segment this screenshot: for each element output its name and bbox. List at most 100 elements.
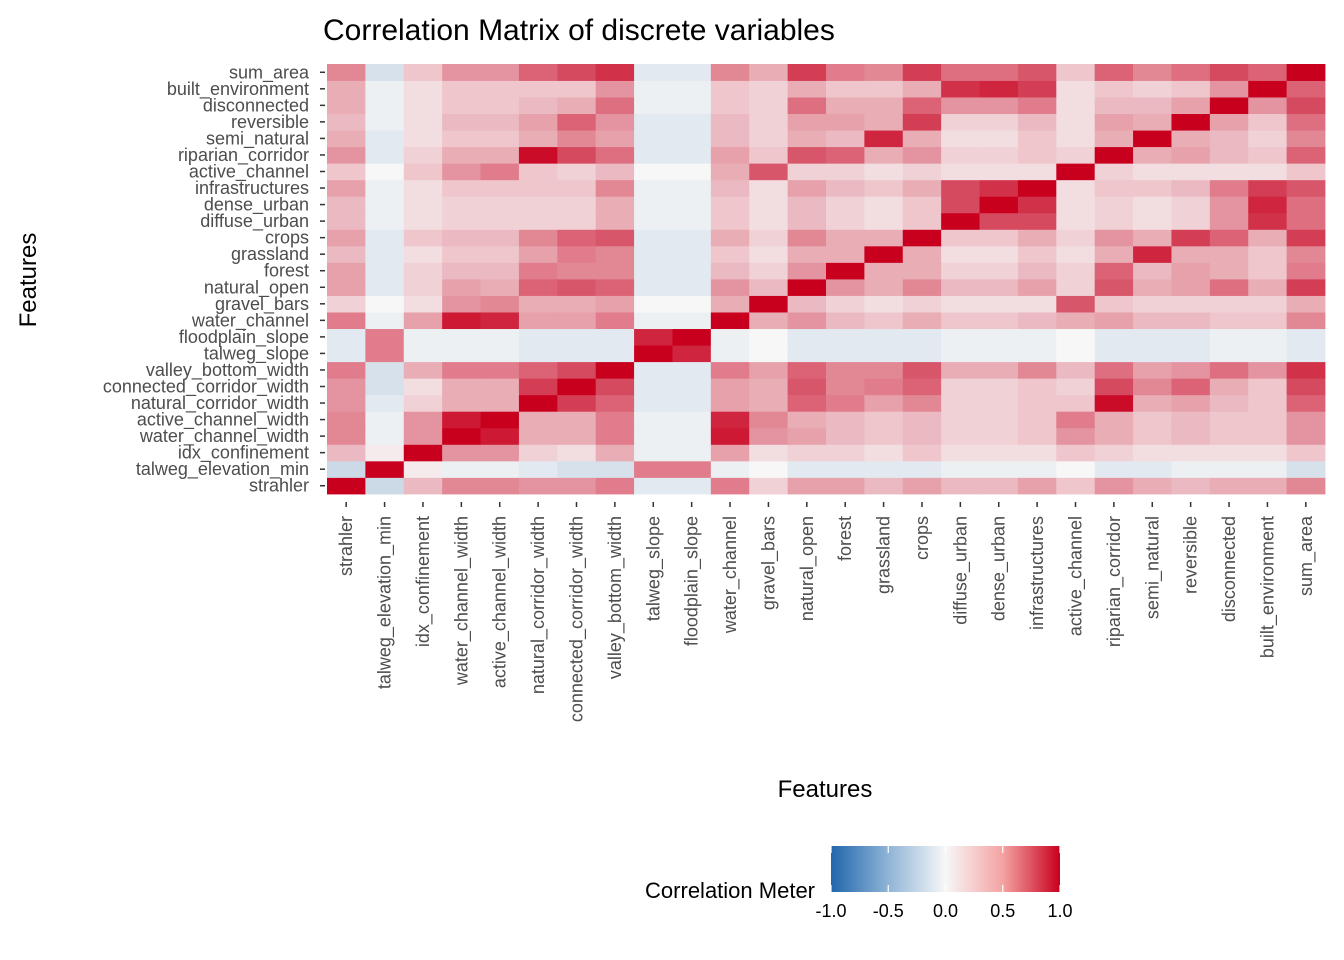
heatmap-cell (749, 64, 789, 81)
heatmap-cell (749, 130, 789, 148)
heatmap-cell (327, 328, 366, 346)
heatmap-cell (1094, 97, 1134, 115)
heatmap-cell (1133, 427, 1172, 445)
heatmap-cell (403, 163, 443, 181)
heatmap-cell (557, 196, 597, 214)
heatmap-cell (710, 460, 750, 478)
x-tick-label: forest (835, 516, 855, 561)
y-tick-label: forest (264, 261, 309, 281)
heatmap-cell (1209, 345, 1249, 363)
heatmap-cell (1133, 179, 1172, 197)
heatmap-cell (595, 262, 635, 280)
heatmap-cell (634, 80, 673, 98)
heatmap-cell (826, 411, 865, 429)
heatmap-cell (1056, 262, 1096, 280)
heatmap-cell (1017, 312, 1057, 330)
y-tick-label: active_channel (189, 162, 309, 183)
heatmap-cell (1248, 146, 1288, 164)
heatmap-cell (365, 328, 405, 346)
heatmap-cell (1094, 312, 1134, 330)
heatmap-cell (1286, 328, 1326, 346)
heatmap-cell (902, 80, 942, 98)
heatmap-cell (710, 229, 750, 247)
heatmap-cell (1171, 212, 1211, 230)
heatmap-cell (979, 361, 1019, 379)
heatmap-cell (1017, 113, 1057, 131)
heatmap-cell (826, 295, 865, 313)
heatmap-cell (403, 477, 443, 495)
heatmap-cell (787, 361, 827, 379)
heatmap-cell (672, 295, 712, 313)
heatmap-cell (672, 229, 712, 247)
heatmap-cell (1056, 229, 1096, 247)
heatmap-cell (595, 196, 635, 214)
heatmap-cell (327, 345, 366, 363)
heatmap-cell (1248, 179, 1288, 197)
heatmap-cell (518, 229, 558, 247)
heatmap-cell (1056, 411, 1096, 429)
heatmap-cell (403, 394, 443, 412)
heatmap-cell (1248, 460, 1288, 478)
heatmap-cell (979, 411, 1019, 429)
heatmap-cell (518, 312, 558, 330)
heatmap-cell (1133, 262, 1172, 280)
heatmap-cell (1017, 411, 1057, 429)
heatmap-cell (557, 179, 597, 197)
heatmap-cell (557, 460, 597, 478)
heatmap-cell (710, 477, 750, 495)
heatmap-cell (1248, 64, 1288, 81)
x-tick-label: water_channel (720, 516, 741, 634)
heatmap-cell (403, 295, 443, 313)
heatmap-cell (941, 345, 980, 363)
y-tick-label: reversible (231, 112, 309, 132)
heatmap-cell (941, 295, 980, 313)
heatmap-cell (365, 130, 405, 148)
heatmap-cell (749, 179, 789, 197)
heatmap-cell (518, 345, 558, 363)
heatmap-cell (826, 345, 865, 363)
heatmap-cell (1133, 378, 1172, 396)
heatmap-cell (1133, 97, 1172, 115)
heatmap-cell (749, 229, 789, 247)
heatmap-cell (1094, 179, 1134, 197)
heatmap-cell (1017, 229, 1057, 247)
heatmap-cell (1056, 97, 1096, 115)
heatmap-cell (595, 146, 635, 164)
heatmap-cell (518, 477, 558, 495)
heatmap-cell (1209, 411, 1249, 429)
y-tick-label: floodplain_slope (179, 327, 309, 348)
heatmap-cell (1209, 361, 1249, 379)
heatmap-cell (672, 345, 712, 363)
heatmap-cell (403, 378, 443, 396)
heatmap-cell (1133, 460, 1172, 478)
heatmap-cell (1286, 97, 1326, 115)
heatmap-cell (557, 229, 597, 247)
heatmap-cell (327, 196, 366, 214)
heatmap-cell (365, 97, 405, 115)
y-tick-label: diffuse_urban (200, 211, 309, 232)
heatmap-cell (595, 444, 635, 462)
heatmap-cell (749, 196, 789, 214)
heatmap-cell (518, 444, 558, 462)
heatmap-cell (403, 460, 443, 478)
x-tick-label: talweg_elevation_min (375, 516, 396, 689)
heatmap-cell (1248, 80, 1288, 98)
heatmap-cell (1248, 295, 1288, 313)
heatmap-cell (1017, 460, 1057, 478)
heatmap-cell (403, 345, 443, 363)
heatmap-cell (787, 245, 827, 263)
heatmap-cell (1017, 427, 1057, 445)
heatmap-cell (480, 245, 520, 263)
heatmap-cell (979, 378, 1019, 396)
heatmap-cell (1286, 477, 1326, 495)
heatmap-cell (979, 477, 1019, 495)
heatmap-cell (1133, 64, 1172, 81)
heatmap-cell (979, 394, 1019, 412)
heatmap-cell (710, 196, 750, 214)
heatmap-cell (365, 427, 405, 445)
heatmap-cell (403, 113, 443, 131)
heatmap-cell (595, 212, 635, 230)
heatmap-cell (1171, 411, 1211, 429)
heatmap-cell (442, 196, 481, 214)
heatmap-cell (403, 262, 443, 280)
